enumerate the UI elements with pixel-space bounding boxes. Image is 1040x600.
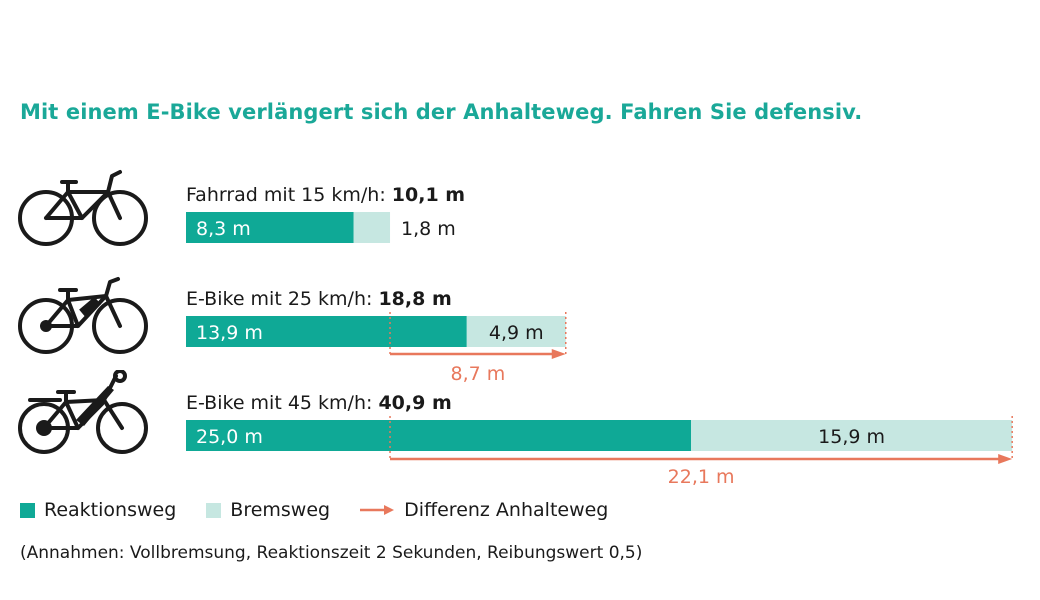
bar-label-bremsweg: 4,9 m (489, 322, 544, 344)
bar-bremsweg (353, 212, 391, 243)
legend-item-reaktionsweg: Reaktionsweg (20, 499, 176, 521)
row-label: E-Bike mit 25 km/h: 18,8 m (186, 288, 452, 310)
speed-pedelec-icon (18, 370, 148, 454)
bicycle-icon (18, 170, 148, 246)
bar-label-bremsweg: 15,9 m (818, 426, 885, 448)
chart-title: Mit einem E-Bike verlängert sich der Anh… (20, 100, 863, 124)
legend: Reaktionsweg Bremsweg Differenz Anhaltew… (20, 497, 638, 523)
diff-arrow-head (551, 349, 566, 359)
legend-item-differenz: Differenz Anhalteweg (360, 499, 608, 521)
legend-item-bremsweg: Bremsweg (206, 499, 330, 521)
row-category-label: Fahrrad mit 15 km/h: (186, 184, 392, 206)
diff-label: 22,1 m (668, 466, 735, 488)
diff-arrow-head (998, 454, 1013, 464)
bar-bremsweg (691, 420, 1013, 451)
legend-label-bremsweg: Bremsweg (230, 499, 331, 521)
bar-reaktionsweg (186, 212, 354, 243)
diff-label: 8,7 m (451, 363, 506, 385)
bar-label-reaktionsweg: 13,9 m (196, 322, 263, 344)
arrow-right-icon (360, 505, 395, 515)
row-total-label: 10,1 m (392, 184, 465, 206)
row-label: E-Bike mit 45 km/h: 40,9 m (186, 392, 452, 414)
footnote: (Annahmen: Vollbremsung, Reaktionszeit 2… (20, 543, 643, 563)
row-total-label: 40,9 m (378, 392, 451, 414)
legend-label-reaktionsweg: Reaktionsweg (44, 499, 177, 521)
bar-label-reaktionsweg: 25,0 m (196, 426, 263, 448)
row-label: Fahrrad mit 15 km/h: 10,1 m (186, 184, 465, 206)
legend-swatch-reaktionsweg (20, 502, 35, 518)
row-total-label: 18,8 m (378, 288, 451, 310)
bar-reaktionsweg (186, 316, 467, 347)
bar-bremsweg (466, 316, 566, 347)
e-bike-icon (18, 277, 148, 354)
row-category-label: E-Bike mit 45 km/h: (186, 392, 378, 414)
legend-label-differenz: Differenz Anhalteweg (404, 499, 609, 521)
bar-label-bremsweg: 1,8 m (401, 218, 456, 240)
bar-reaktionsweg (186, 420, 691, 451)
bar-label-reaktionsweg: 8,3 m (196, 218, 251, 240)
row-category-label: E-Bike mit 25 km/h: (186, 288, 378, 310)
legend-swatch-bremsweg (206, 502, 222, 518)
